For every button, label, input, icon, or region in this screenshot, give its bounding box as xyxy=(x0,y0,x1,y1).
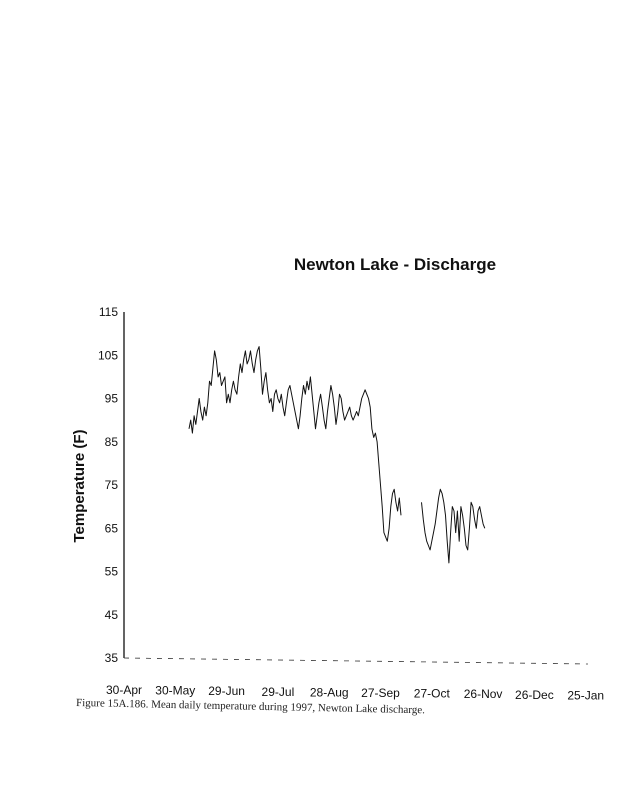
x-tick-label: 29-Jun xyxy=(208,684,245,698)
series-group xyxy=(188,346,486,564)
chart-title: Newton Lake - Discharge xyxy=(294,255,496,274)
y-tick-label: 115 xyxy=(99,305,118,319)
y-tick-label: 85 xyxy=(105,435,119,449)
y-tick-label: 65 xyxy=(105,521,119,535)
x-axis-ticks: 30-Apr 30-May 29-Jun 29-Jul 28-Aug 27-Sep 27-O… xyxy=(106,683,604,702)
x-tick-label: 29-Jul xyxy=(262,685,295,699)
y-tick-label: 45 xyxy=(105,608,119,622)
series-line xyxy=(421,488,486,564)
y-axis-ticks: 35 45 55 65 75 85 95 105 115 xyxy=(98,305,118,665)
x-tick-label: 25-Jan xyxy=(567,688,604,702)
x-tick-label: 26-Nov xyxy=(464,687,503,701)
y-tick-label: 35 xyxy=(105,651,119,665)
y-tick-label: 105 xyxy=(98,348,118,362)
y-tick-label: 55 xyxy=(105,565,119,579)
x-tick-label: 27-Sep xyxy=(361,686,400,700)
y-tick-label: 75 xyxy=(105,478,119,492)
x-tick-label: 30-Apr xyxy=(106,683,142,697)
y-axis-label: Temperature (F) xyxy=(71,429,88,542)
x-axis-line xyxy=(123,657,589,665)
series-line xyxy=(188,346,402,542)
x-tick-label: 30-May xyxy=(155,684,195,698)
x-tick-label: 26-Dec xyxy=(515,688,554,702)
y-tick-label: 95 xyxy=(105,392,119,406)
x-tick-label: 27-Oct xyxy=(414,687,451,701)
x-tick-label: 28-Aug xyxy=(310,685,349,699)
